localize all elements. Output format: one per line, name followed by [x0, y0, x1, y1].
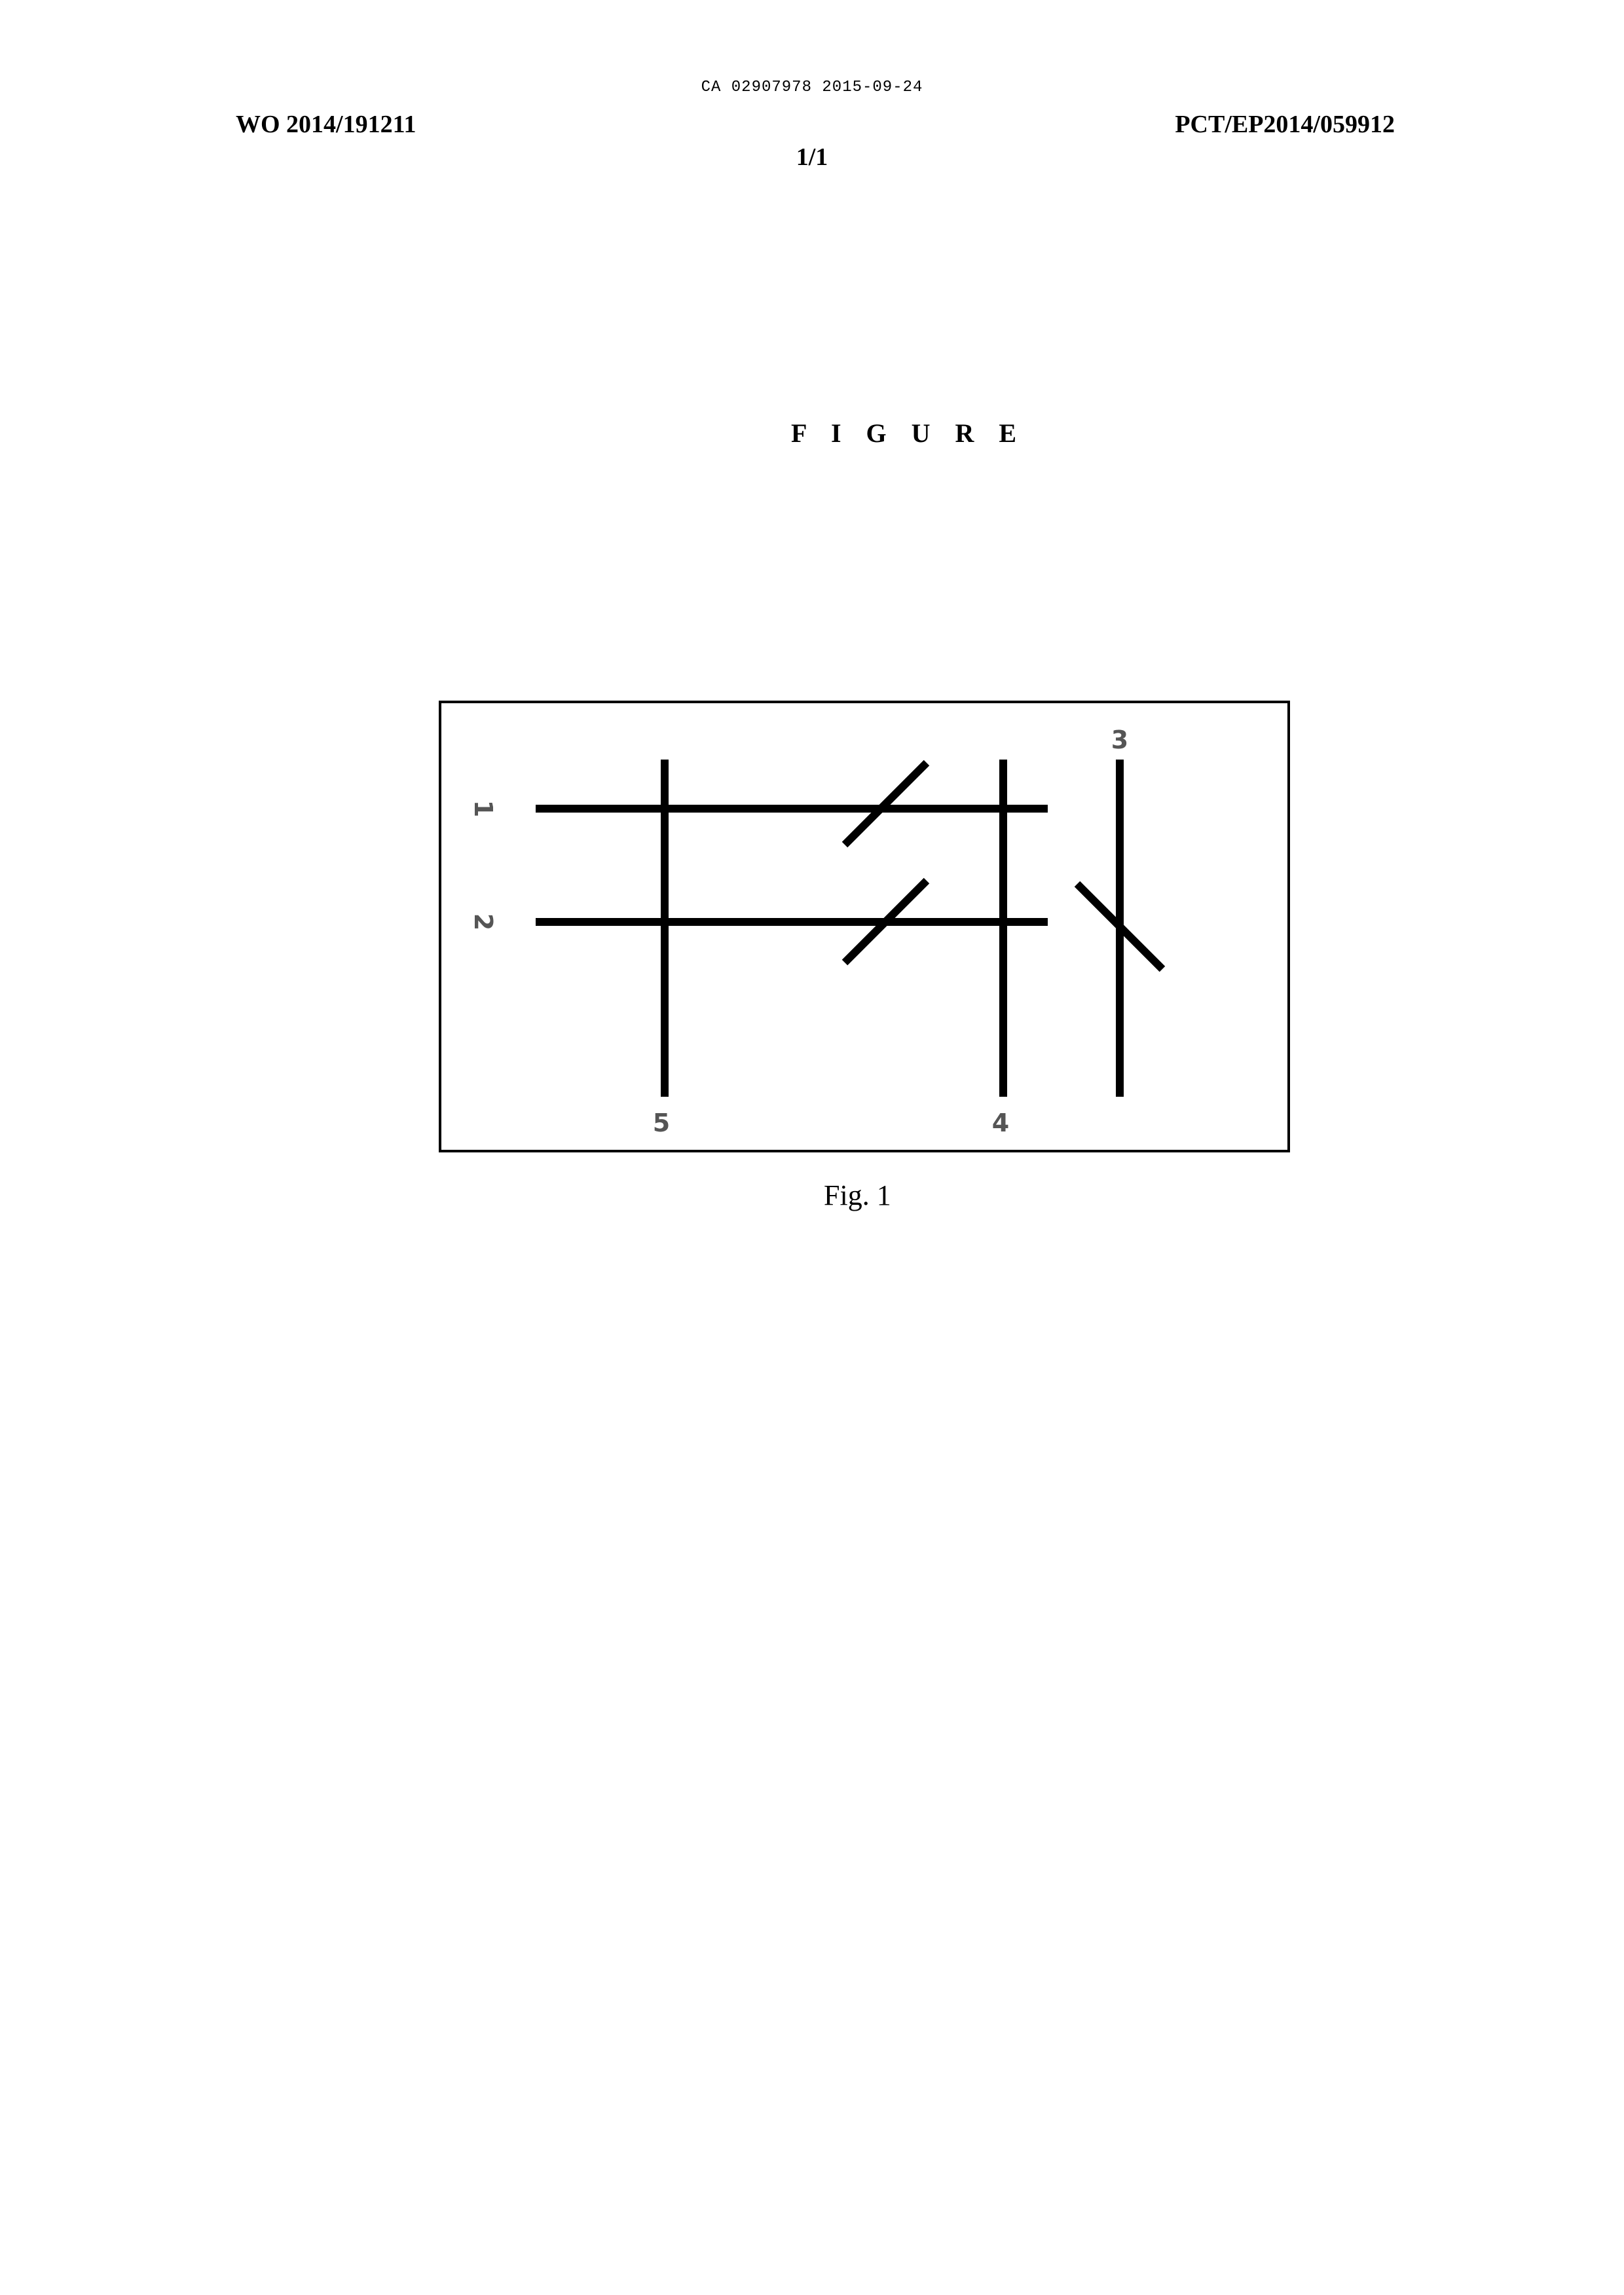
label-5: 5: [653, 1109, 670, 1137]
label-3: 3: [1111, 725, 1128, 754]
publication-number: WO 2014/191211: [236, 110, 416, 139]
figure-heading: F I G U R E: [791, 418, 1025, 449]
label-2: 2: [469, 913, 498, 930]
label-4: 4: [992, 1109, 1009, 1137]
figure-caption: Fig. 1: [824, 1179, 891, 1212]
office-stamp: CA 02907978 2015-09-24: [0, 79, 1624, 96]
label-1: 1: [469, 800, 498, 817]
application-number: PCT/EP2014/059912: [1175, 110, 1395, 139]
diagram-svg: 1 2 3 4 5: [439, 701, 1290, 1152]
figure-1-diagram: 1 2 3 4 5: [439, 701, 1290, 1152]
diagram-frame: [440, 702, 1289, 1151]
slash-mark-line-1: [845, 763, 927, 845]
sheet-number: 1/1: [0, 143, 1624, 172]
